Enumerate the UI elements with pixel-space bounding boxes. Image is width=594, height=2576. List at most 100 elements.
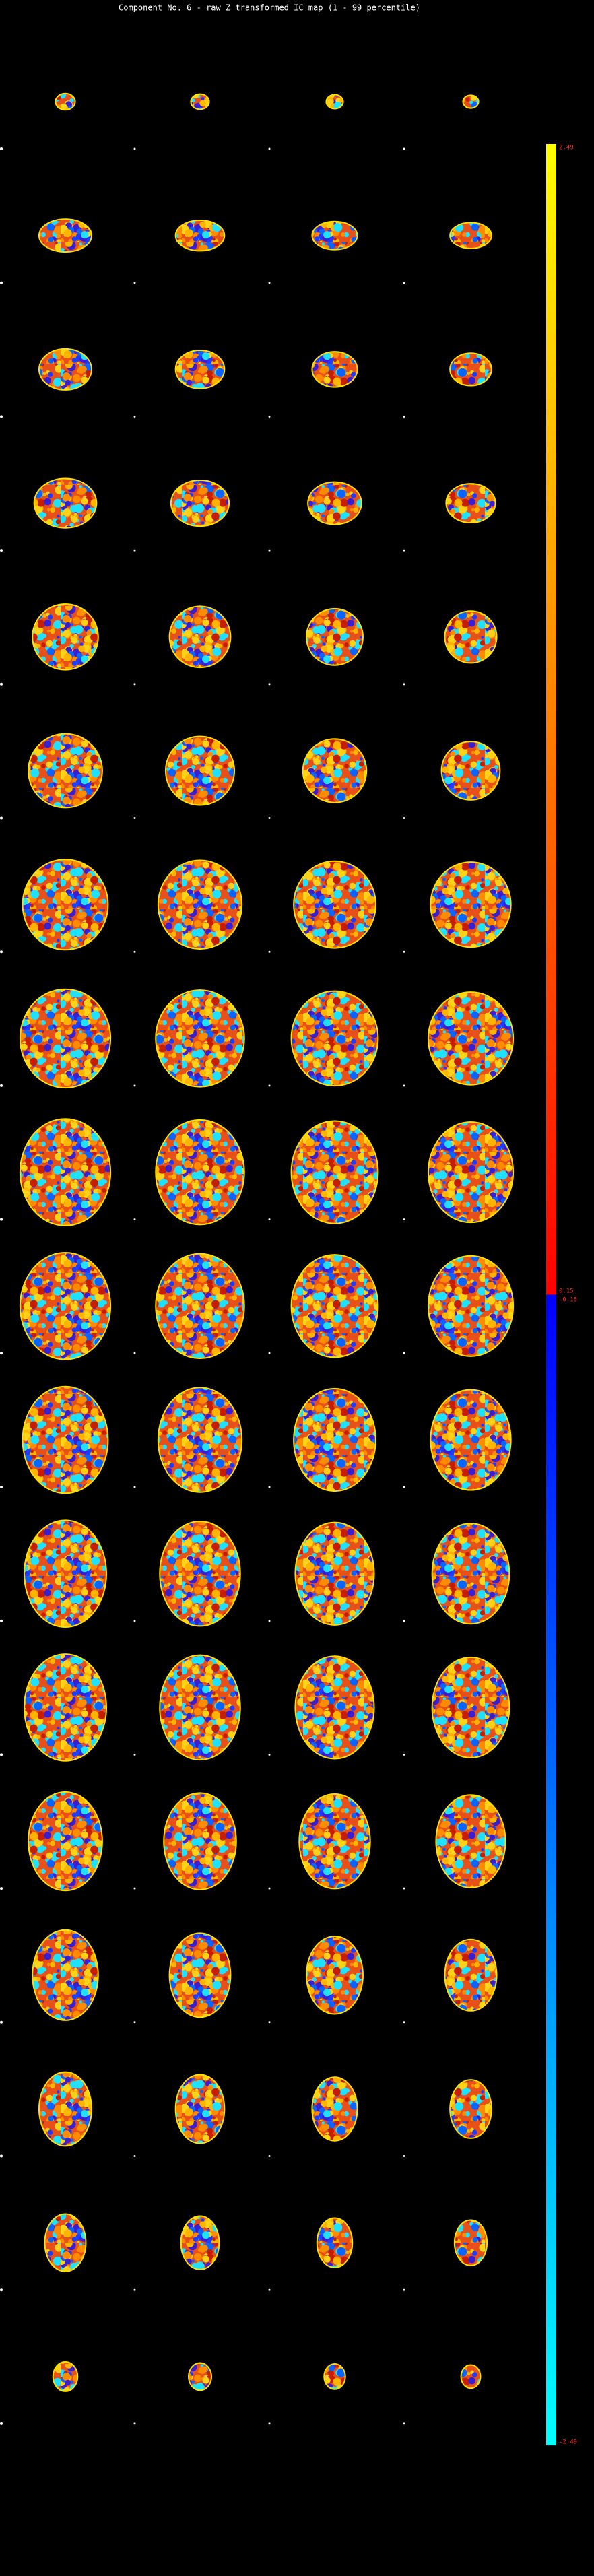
row-marker [133,147,136,150]
row-marker [268,1486,271,1488]
brain-slice [55,92,76,111]
brain-slice [33,477,98,529]
brain-slice [316,2217,354,2268]
row-marker [133,1352,136,1354]
row-marker [133,683,136,686]
row-marker [133,549,136,552]
colorbar-min-label: -2.49 [559,2439,577,2446]
row-marker [403,2155,405,2157]
brain-slice [159,1654,241,1761]
row-marker [0,1753,3,1756]
brain-slice [32,1929,99,2021]
brain-slice [32,603,99,671]
brain-slice [427,1255,515,1357]
row-marker [0,281,3,284]
row-marker [403,1218,405,1221]
row-marker [403,415,405,418]
row-marker [268,1352,271,1354]
row-marker [133,2021,136,2024]
brain-slice [24,1519,107,1628]
row-marker [268,282,271,284]
row-marker [403,2021,405,2024]
brain-slice [155,1119,245,1226]
row-marker [268,2288,271,2291]
brain-slice [427,991,515,1086]
row-marker [268,549,271,552]
brain-slice [38,218,93,253]
row-marker [0,2154,3,2158]
row-marker [133,950,136,953]
row-marker [133,1620,136,1622]
brain-slice [430,861,512,948]
brain-slice [325,94,344,110]
row-marker [403,147,405,150]
row-marker [403,817,405,819]
row-marker [0,1352,3,1355]
brain-slice [311,351,358,388]
brain-slice [430,1389,512,1491]
brain-slice [311,220,358,251]
row-marker [268,683,271,686]
brain-slice [293,1387,376,1492]
row-marker [403,683,405,686]
brain-slice [168,605,232,669]
colorbar-max-label: 2.49 [559,145,574,152]
brain-slice [427,1121,515,1224]
brain-slice [155,989,245,1088]
row-marker [133,1486,136,1488]
brain-slice [431,1523,510,1625]
row-marker [133,1753,136,1756]
brain-slice [462,94,480,109]
row-marker [133,2155,136,2157]
brain-slice [52,2360,79,2392]
row-marker [403,950,405,953]
row-marker [403,1753,405,1756]
brain-slice [22,859,109,951]
brain-slice [449,352,492,387]
brain-slice [431,1656,510,1758]
row-marker [133,817,136,819]
row-marker [0,1218,3,1221]
brain-slice [19,1118,112,1226]
row-marker [268,1753,271,1756]
row-marker [133,1084,136,1087]
brain-slice [444,1938,498,2012]
row-marker [0,682,3,686]
brain-slice [444,610,498,664]
row-marker [0,147,3,150]
row-marker [133,282,136,284]
brain-slice [170,480,230,527]
row-marker [403,2288,405,2291]
brain-slice [294,1655,375,1760]
row-marker [403,1887,405,1890]
row-marker [0,1619,3,1622]
row-marker [133,1887,136,1890]
brain-slice [159,1520,241,1627]
row-marker [268,2021,271,2024]
brain-slice [294,1521,375,1626]
brain-slice [449,2079,492,2139]
row-marker [0,1887,3,1890]
row-marker [268,2155,271,2157]
brain-slice [440,741,501,801]
brain-slice [290,1120,379,1224]
brain-slice [453,2219,488,2266]
row-marker [0,2288,3,2292]
row-marker [0,2422,3,2425]
brain-slice [307,481,362,525]
brain-slice [306,1936,364,2015]
brain-slice [449,222,492,249]
row-marker [0,1486,3,1488]
brain-slice [293,860,376,949]
row-marker [403,282,405,284]
row-marker [268,147,271,150]
colorbar-upper-mid-label: 0.15 [559,1288,574,1295]
row-marker [268,1084,271,1087]
brain-slice [155,1253,245,1360]
brain-slice [28,733,103,809]
brain-slice [168,1932,232,2018]
row-marker [268,950,271,953]
brain-slice [190,93,210,110]
colorbar [546,144,556,2445]
brain-slice [44,2213,87,2272]
